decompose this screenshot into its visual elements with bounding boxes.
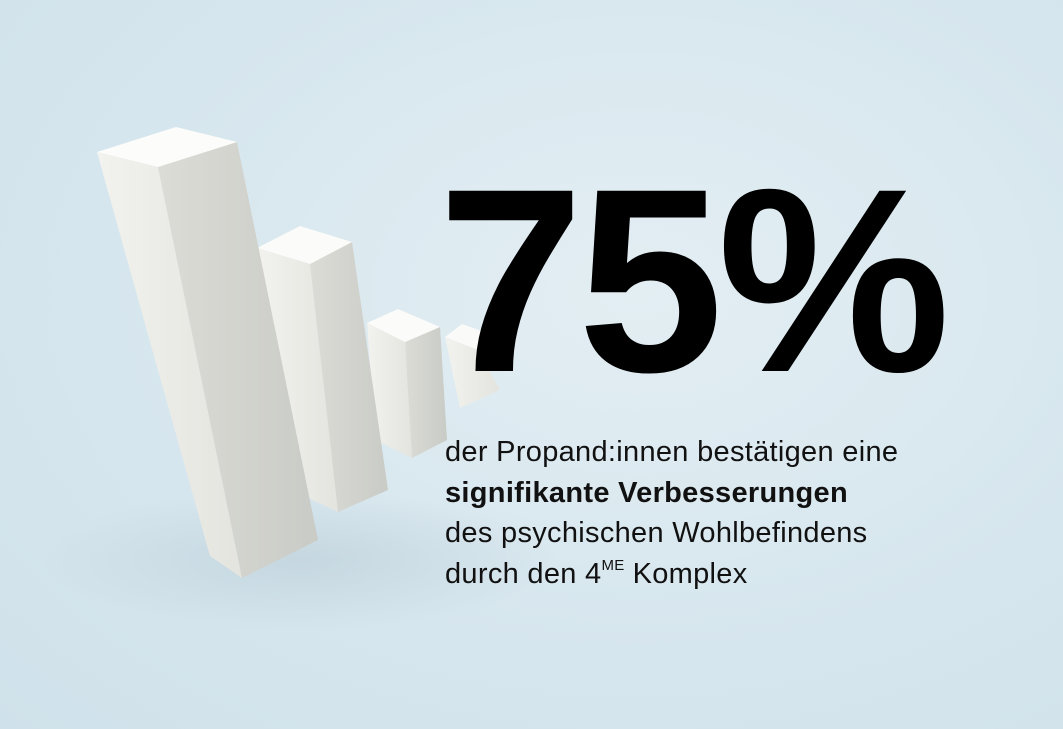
- text-line: durch den 4: [445, 557, 602, 590]
- headline: 75%: [438, 134, 950, 427]
- statement-text: der Propand:innen bestätigen eine signif…: [445, 432, 898, 594]
- text-line: des psychischen Wohlbefindens: [445, 517, 868, 549]
- text-line: Komplex: [632, 557, 748, 590]
- text-line-bold: signifikante Verbesserungen: [445, 476, 848, 509]
- superscript: ME: [601, 556, 625, 574]
- text-line: der Propand:innen bestätigen eine: [445, 436, 899, 468]
